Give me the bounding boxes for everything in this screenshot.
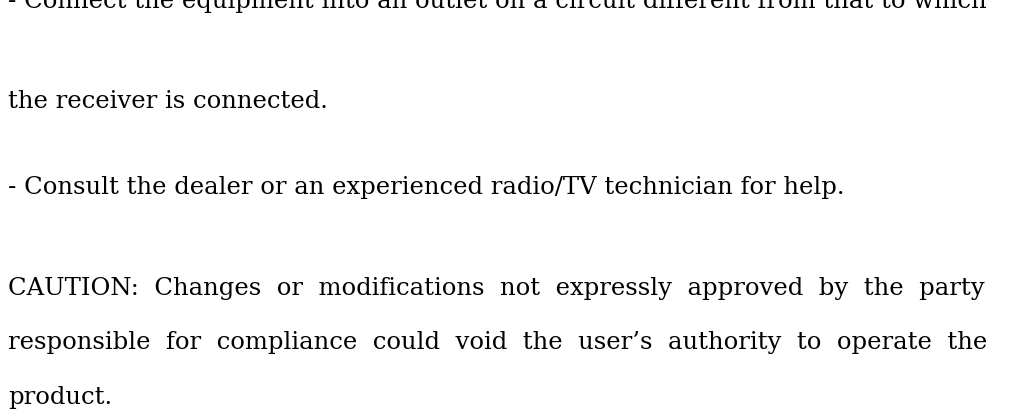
Text: - Connect the equipment into an outlet on a circuit different from that to which: - Connect the equipment into an outlet o…: [8, 0, 987, 13]
Text: - Consult the dealer or an experienced radio/TV technician for help.: - Consult the dealer or an experienced r…: [8, 176, 844, 199]
Text: the receiver is connected.: the receiver is connected.: [8, 90, 328, 113]
Text: CAUTION:  Changes  or  modifications  not  expressly  approved  by  the  party: CAUTION: Changes or modifications not ex…: [8, 277, 985, 300]
Text: product.: product.: [8, 385, 113, 409]
Text: responsible  for  compliance  could  void  the  user’s  authority  to  operate  : responsible for compliance could void th…: [8, 331, 988, 354]
